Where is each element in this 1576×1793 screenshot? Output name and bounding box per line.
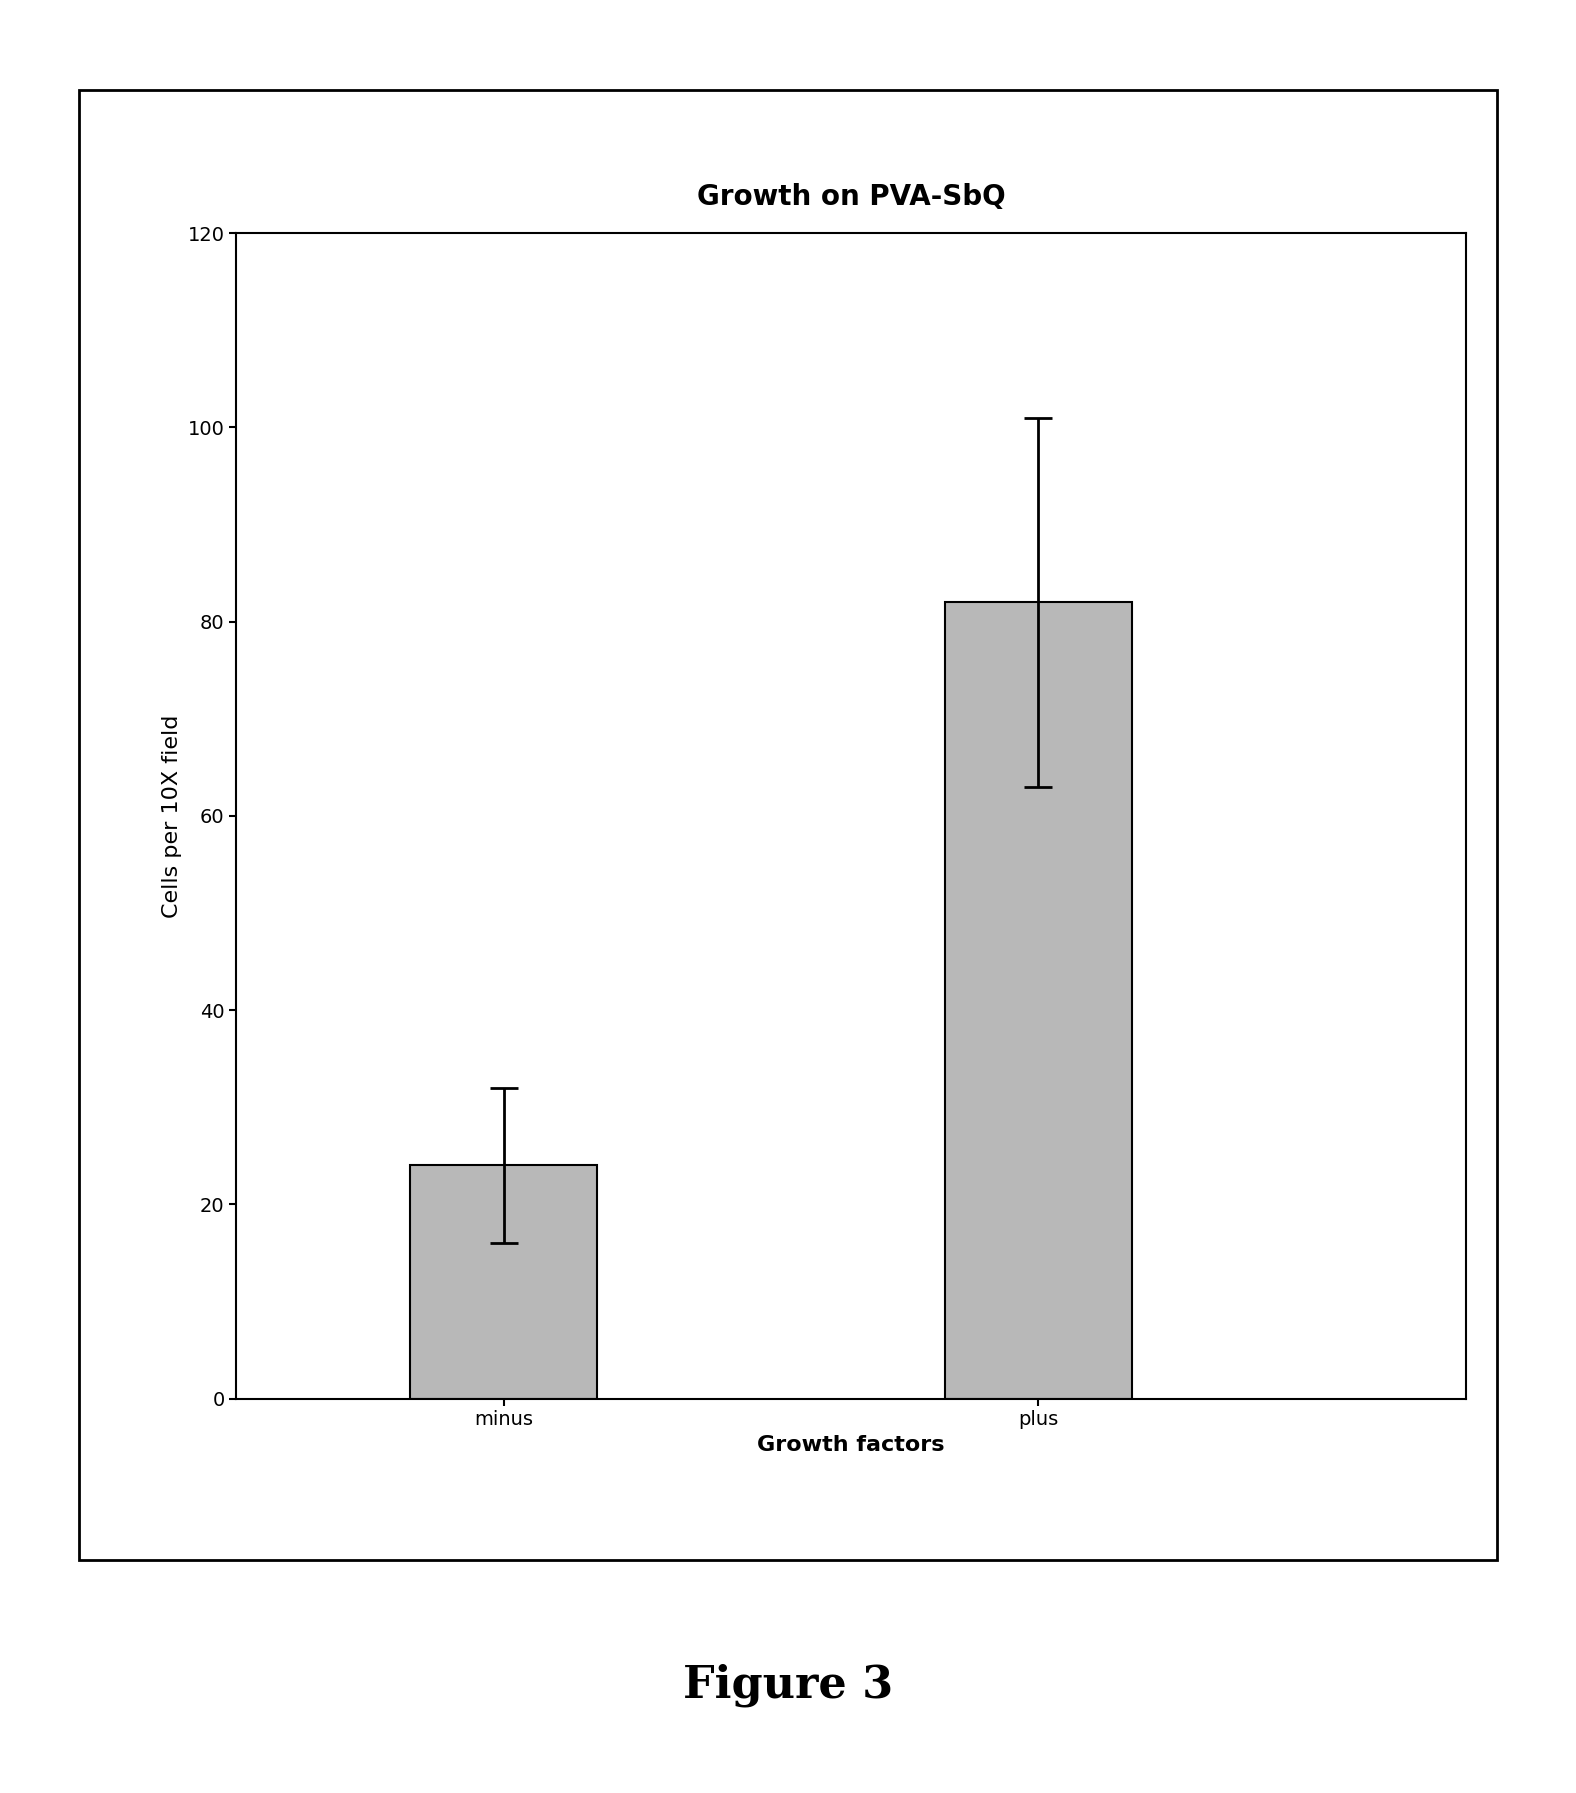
Bar [410, 1165, 597, 1399]
Y-axis label: Cells per 10X field: Cells per 10X field [162, 714, 183, 918]
Text: Figure 3: Figure 3 [682, 1664, 894, 1707]
X-axis label: Growth factors: Growth factors [758, 1434, 944, 1454]
Title: Growth on PVA-SbQ: Growth on PVA-SbQ [697, 183, 1005, 212]
Bar [944, 602, 1132, 1399]
